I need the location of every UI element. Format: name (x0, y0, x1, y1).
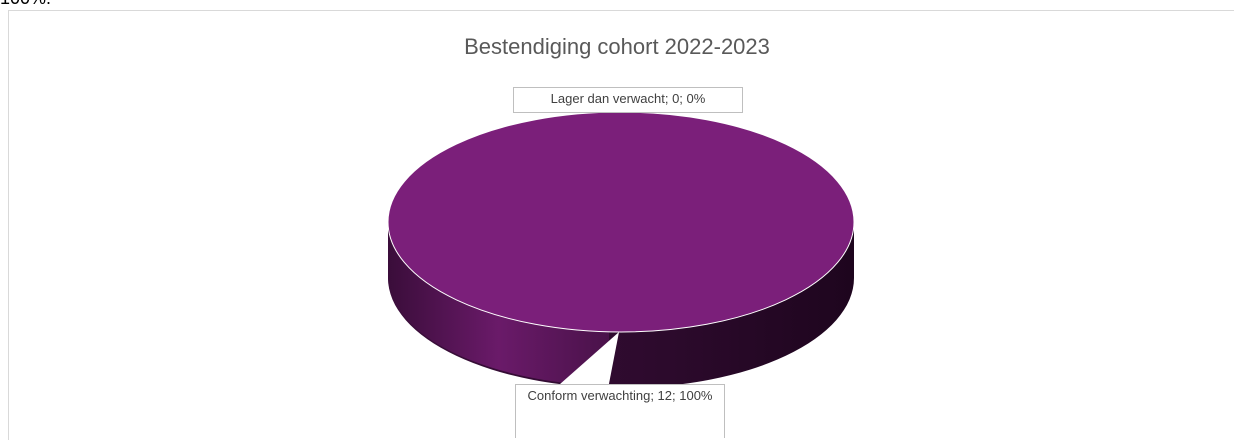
data-label-conform-verwachting-text: Conform verwachting; 12; 100% (527, 388, 713, 403)
pie-slice-gap (551, 332, 619, 394)
chart-title: Bestendiging cohort 2022-2023 (464, 34, 770, 59)
pie-slice-conform-verwachting (387, 111, 855, 333)
top-fragment-text: 100%. (0, 0, 51, 9)
data-label-lager-dan-verwacht: Lager dan verwacht; 0; 0% (513, 87, 743, 113)
data-label-conform-verwachting: Conform verwachting; 12; 100% (515, 384, 725, 438)
pie-slice-side-left (388, 222, 609, 386)
